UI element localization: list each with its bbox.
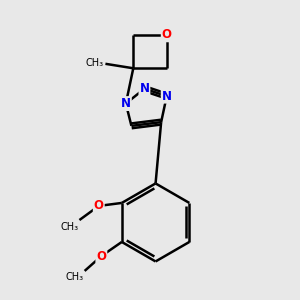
Text: N: N [140,82,149,95]
Text: CH₃: CH₃ [61,221,79,232]
Text: CH₃: CH₃ [66,272,84,282]
Text: O: O [162,28,172,41]
Text: N: N [121,97,131,110]
Text: O: O [96,250,106,262]
Text: N: N [162,90,172,103]
Text: O: O [94,200,104,212]
Text: CH₃: CH₃ [85,58,103,68]
